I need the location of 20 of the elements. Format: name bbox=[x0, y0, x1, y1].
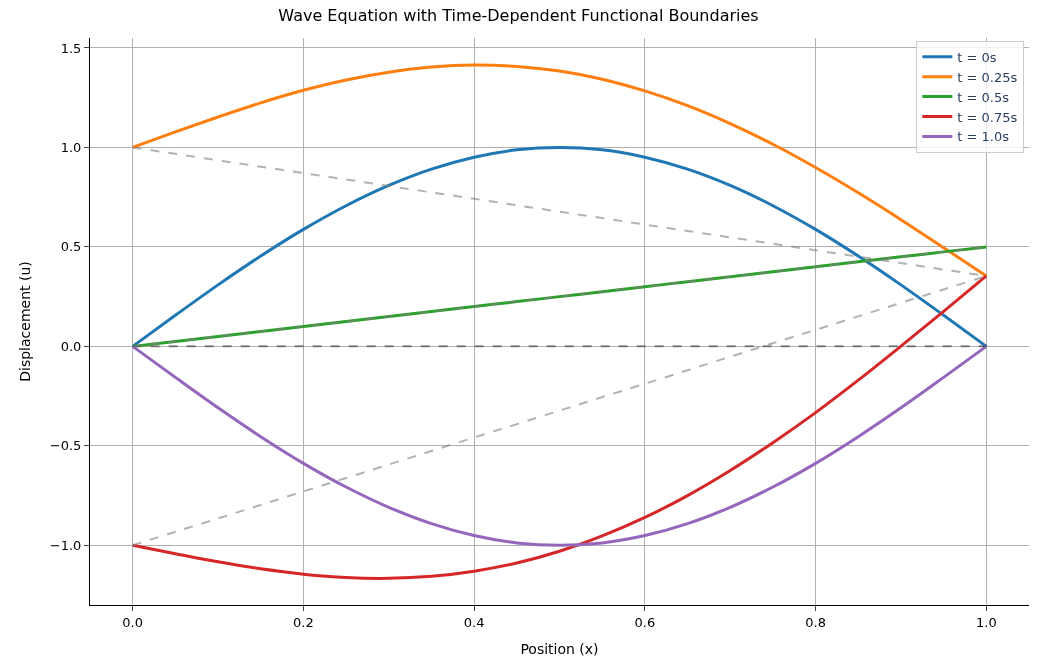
legend-label: t = 1.0s bbox=[957, 129, 1010, 145]
x-tick-label: 0.2 bbox=[293, 614, 314, 630]
y-tick-label: 1.5 bbox=[60, 40, 82, 56]
x-tick-label: 0.4 bbox=[463, 614, 485, 630]
x-tick-label: 0.8 bbox=[805, 614, 826, 630]
x-axis-title: Position (x) bbox=[520, 640, 599, 657]
x-tick-label: 0.0 bbox=[122, 614, 144, 630]
y-axis-title: Displacement (u) bbox=[17, 261, 34, 382]
y-tick-label: 0.0 bbox=[60, 338, 82, 354]
y-tick-label: 1.0 bbox=[60, 139, 82, 155]
x-tick-label: 0.6 bbox=[634, 614, 656, 630]
y-tick-label: −1.0 bbox=[49, 537, 82, 553]
legend-label: t = 0.75s bbox=[957, 109, 1018, 125]
legend-label: t = 0s bbox=[957, 49, 997, 65]
legend-label: t = 0.25s bbox=[957, 69, 1018, 85]
legend-label: t = 0.5s bbox=[957, 89, 1010, 105]
y-tick-label: 0.5 bbox=[60, 239, 82, 255]
x-tick-label: 1.0 bbox=[975, 614, 997, 630]
chart-title: Wave Equation with Time-Dependent Functional Boundaries bbox=[278, 6, 759, 26]
y-tick-label: −0.5 bbox=[49, 438, 82, 454]
